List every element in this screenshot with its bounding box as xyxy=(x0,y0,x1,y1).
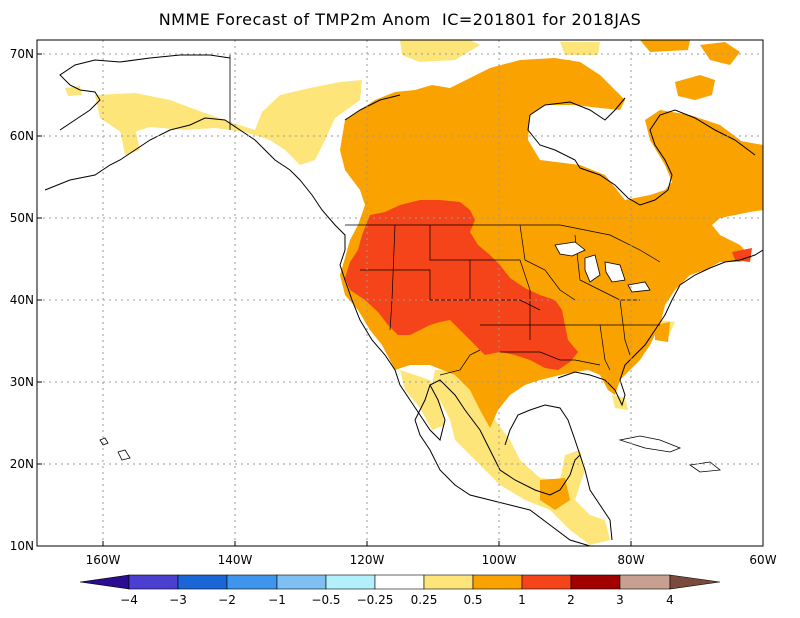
colorbar-label: 0.5 xyxy=(463,593,482,607)
anomaly-1-2-region xyxy=(345,200,752,370)
colorbar-label: −0.25 xyxy=(357,593,394,607)
x-tick-label: 60W xyxy=(749,553,776,567)
map-frame xyxy=(36,39,764,547)
y-tick-label: 40N xyxy=(10,293,34,307)
x-tick-label: 80W xyxy=(617,553,644,567)
colorbar-segment xyxy=(472,574,523,590)
colorbar-label: 3 xyxy=(616,593,624,607)
colorbar-segment xyxy=(325,574,376,590)
colorbar-segment xyxy=(374,574,425,590)
y-tick-label: 50N xyxy=(10,211,34,225)
axis-ticks xyxy=(37,53,764,547)
colorbar-segment xyxy=(570,574,621,590)
colorbar-label: 1 xyxy=(518,593,526,607)
colorbar-segment xyxy=(177,574,228,590)
colorbar-label: 0.25 xyxy=(411,593,438,607)
colorbar-label: −1 xyxy=(268,593,286,607)
colorbar-segment xyxy=(521,574,572,590)
colorbar-segment xyxy=(226,574,278,590)
x-axis-labels: 160W 140W 120W 100W 80W 60W xyxy=(86,553,777,567)
colorbar-segment xyxy=(79,574,130,590)
colorbar-segment xyxy=(619,574,671,590)
colorbar: −4 −3 −2 −1 −0.5 −0.25 0.25 0.5 1 2 3 4 xyxy=(79,574,721,607)
colorbar-label: −3 xyxy=(169,593,187,607)
colorbar-label: 4 xyxy=(666,593,674,607)
x-tick-label: 100W xyxy=(482,553,517,567)
islands xyxy=(99,435,722,473)
y-tick-label: 70N xyxy=(10,47,34,61)
y-axis-labels: 10N 20N 30N 40N 50N 60N 70N xyxy=(10,47,34,553)
colorbar-segment xyxy=(128,574,179,590)
y-tick-label: 60N xyxy=(10,129,34,143)
map-plot-area xyxy=(37,40,763,546)
colorbar-segment xyxy=(423,574,474,590)
y-tick-label: 30N xyxy=(10,375,34,389)
colorbar-label: 2 xyxy=(567,593,575,607)
gridlines xyxy=(37,40,763,546)
coastlines xyxy=(44,54,763,546)
x-tick-label: 160W xyxy=(86,553,121,567)
colorbar-segment xyxy=(276,574,327,590)
x-tick-label: 140W xyxy=(218,553,253,567)
lakes xyxy=(554,241,651,293)
colorbar-label: −2 xyxy=(218,593,236,607)
colorbar-label: −0.5 xyxy=(311,593,340,607)
colorbar-segment xyxy=(669,574,721,590)
map-title: NMME Forecast of TMP2m Anom IC=201801 fo… xyxy=(158,10,642,29)
y-tick-label: 10N xyxy=(10,539,34,553)
colorbar-label: −4 xyxy=(120,593,138,607)
x-tick-label: 120W xyxy=(350,553,385,567)
y-tick-label: 20N xyxy=(10,457,34,471)
